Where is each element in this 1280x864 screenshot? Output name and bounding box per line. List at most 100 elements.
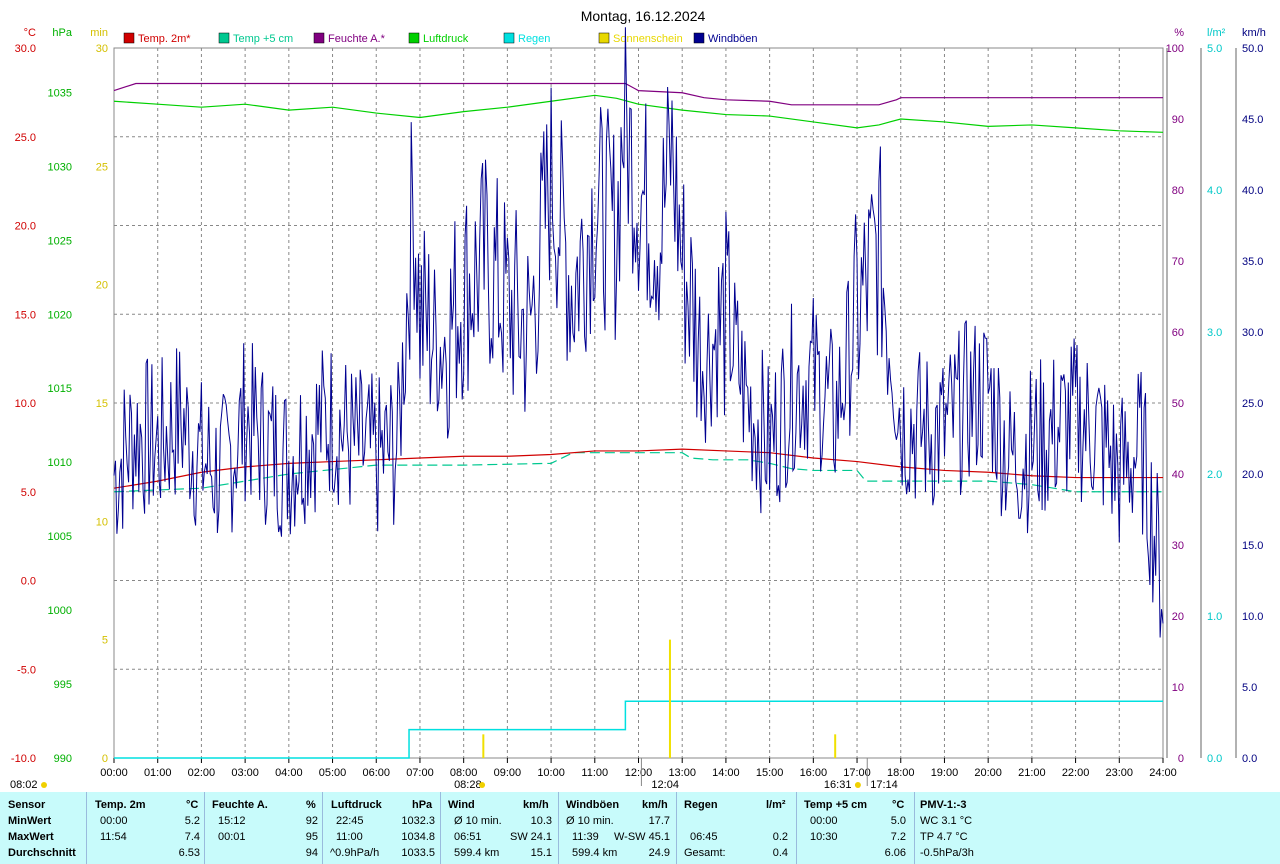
summary-hum-col: Feuchte A. % 15:12 92 00:01 95 94	[204, 792, 323, 864]
temp-tick-label: 15.0	[15, 309, 36, 321]
rain-max-value: 0.2	[772, 831, 788, 843]
sun-tick-label: 20	[96, 280, 108, 292]
legend-entry: Temp +5 cm	[233, 33, 293, 45]
sunrise-time: 08:02	[10, 779, 38, 791]
temp-axis-unit: °C	[24, 27, 36, 39]
wind-tick-label: 50.0	[1242, 43, 1263, 55]
x-tick-label: 04:00	[275, 767, 303, 779]
wind-tick-label: 0.0	[1242, 753, 1257, 765]
press-max-time: 11:00	[336, 831, 363, 843]
x-tick-label: 12:00	[625, 767, 653, 779]
wind-title: Wind	[448, 799, 475, 811]
x-tick-label: 20:00	[974, 767, 1002, 779]
legend-entry: Feuchte A.*	[328, 33, 386, 45]
wind-avg10-value: 10.3	[530, 815, 552, 827]
x-tick-label: 21:00	[1018, 767, 1046, 779]
sun-tick-label: 15	[96, 398, 108, 410]
wind-distance: 599.4 km	[454, 847, 500, 859]
rain-tick-label: 5.0	[1207, 43, 1222, 55]
temp-unit: °C	[186, 799, 199, 811]
t5-avg-value: 6.06	[884, 847, 906, 859]
rain-tick-label: 0.0	[1207, 753, 1222, 765]
chart-series	[113, 27, 1164, 759]
summary-gust-col: Windböen km/h Ø 10 min. 17.7 11:39 W-SW …	[558, 792, 677, 864]
summary-avg-label: Durchschnitt	[8, 847, 76, 859]
summary-t5-col: Temp +5 cm °C 00:00 5.0 10:30 7.2 6.06	[796, 792, 915, 864]
sun-tick-label: 0	[102, 753, 108, 765]
legend-swatch	[408, 32, 420, 44]
x-tick-label: 24:00	[1149, 767, 1177, 779]
legend-entry: Regen	[518, 33, 550, 45]
temp-max-value: 7.4	[184, 831, 200, 843]
press-trend: ^0.9hPa/h	[330, 847, 380, 859]
pmv-title: PMV-1:-3	[920, 799, 967, 811]
legend-swatch	[693, 32, 705, 44]
temp-tick-label: 30.0	[15, 43, 36, 55]
hum-min-value: 92	[305, 815, 318, 827]
chart-axes: 00:00 01:00 02:00 03:00 04:00 05:00 06:00 07:00…	[11, 27, 1266, 779]
sun-tick-label: 25	[96, 161, 108, 173]
x-tick-label: 10:00	[537, 767, 565, 779]
legend-entry: Sonnenschein	[613, 33, 683, 45]
wind-tick-label: 45.0	[1242, 114, 1263, 126]
x-tick-label: 02:00	[188, 767, 216, 779]
pressure-tick-label: 1025	[48, 235, 72, 247]
wind-tick-label: 40.0	[1242, 185, 1263, 197]
x-tick-label: 22:00	[1062, 767, 1090, 779]
legend-entry: Temp. 2m*	[138, 33, 191, 45]
t5-min-time: 00:00	[810, 815, 838, 827]
legend-entry: Luftdruck	[423, 33, 469, 45]
wind-max-dir: SW	[510, 831, 528, 843]
wind-avg-value: 15.1	[530, 847, 552, 859]
x-tick-label: 00:00	[100, 767, 128, 779]
series-line	[114, 700, 1163, 759]
humidity-tick-label: 10	[1172, 682, 1184, 694]
summary-table: Sensor MinWert MaxWert Durchschnitt Temp…	[0, 792, 1280, 864]
temp-max-time: 11:54	[100, 831, 127, 843]
chart-title: Montag, 16.12.2024	[581, 8, 706, 24]
hum-min-time: 15:12	[218, 815, 246, 827]
humidity-tick-label: 40	[1172, 469, 1184, 481]
rain-tick-label: 2.0	[1207, 469, 1222, 481]
rain-tick-label: 3.0	[1207, 327, 1222, 339]
humidity-tick-label: 80	[1172, 185, 1184, 197]
press-max-value: 1034.8	[401, 831, 435, 843]
x-tick-label: 14:00	[712, 767, 740, 779]
summary-labels-col: Sensor MinWert MaxWert Durchschnitt	[0, 792, 87, 864]
x-tick-label: 01:00	[144, 767, 172, 779]
legend-swatch	[313, 32, 325, 44]
temp-tick-label: 5.0	[21, 487, 36, 499]
x-tick-label: 07:00	[406, 767, 434, 779]
hum-max-value: 95	[305, 831, 318, 843]
sunshine-end-time: 16:31	[824, 779, 852, 791]
press-title: Luftdruck	[331, 799, 382, 811]
summary-rain-col: Regen l/m² 06:45 0.2 Gesamt: 0.4	[676, 792, 797, 864]
x-tick-label: 13:00	[668, 767, 696, 779]
temp-min-value: 5.2	[184, 815, 200, 827]
t5-max-time: 10:30	[810, 831, 838, 843]
t5-unit: °C	[892, 799, 905, 811]
pmv-pressure-trend: -0.5hPa/3h	[920, 847, 974, 859]
press-min-time: 22:45	[336, 815, 364, 827]
wind-tick-label: 35.0	[1242, 256, 1263, 268]
gust-title: Windböen	[566, 799, 620, 811]
rain-total-value: 0.4	[772, 847, 788, 859]
solar-noon-time: 12:04	[651, 779, 679, 791]
hum-avg-value: 94	[305, 847, 318, 859]
gust-avg10-label: Ø 10 min.	[566, 815, 614, 827]
wind-tick-label: 25.0	[1242, 398, 1263, 410]
press-avg-value: 1033.5	[401, 847, 435, 859]
rain-axis-unit: l/m²	[1207, 27, 1226, 39]
temp-tick-label: 10.0	[15, 398, 36, 410]
pmv-dewpoint: TP 4.7 °C	[920, 831, 968, 843]
pressure-tick-label: 1015	[48, 383, 72, 395]
wind-tick-label: 15.0	[1242, 540, 1263, 552]
sunshine-start-time: 08:28	[454, 779, 482, 791]
gust-max-value: 45.1	[648, 831, 670, 843]
humidity-tick-label: 30	[1172, 540, 1184, 552]
summary-min-label: MinWert	[8, 815, 52, 827]
x-tick-label: 19:00	[931, 767, 959, 779]
humidity-tick-label: 50	[1172, 398, 1184, 410]
sun-axis-unit: min	[90, 27, 108, 39]
series-line	[113, 94, 1164, 133]
